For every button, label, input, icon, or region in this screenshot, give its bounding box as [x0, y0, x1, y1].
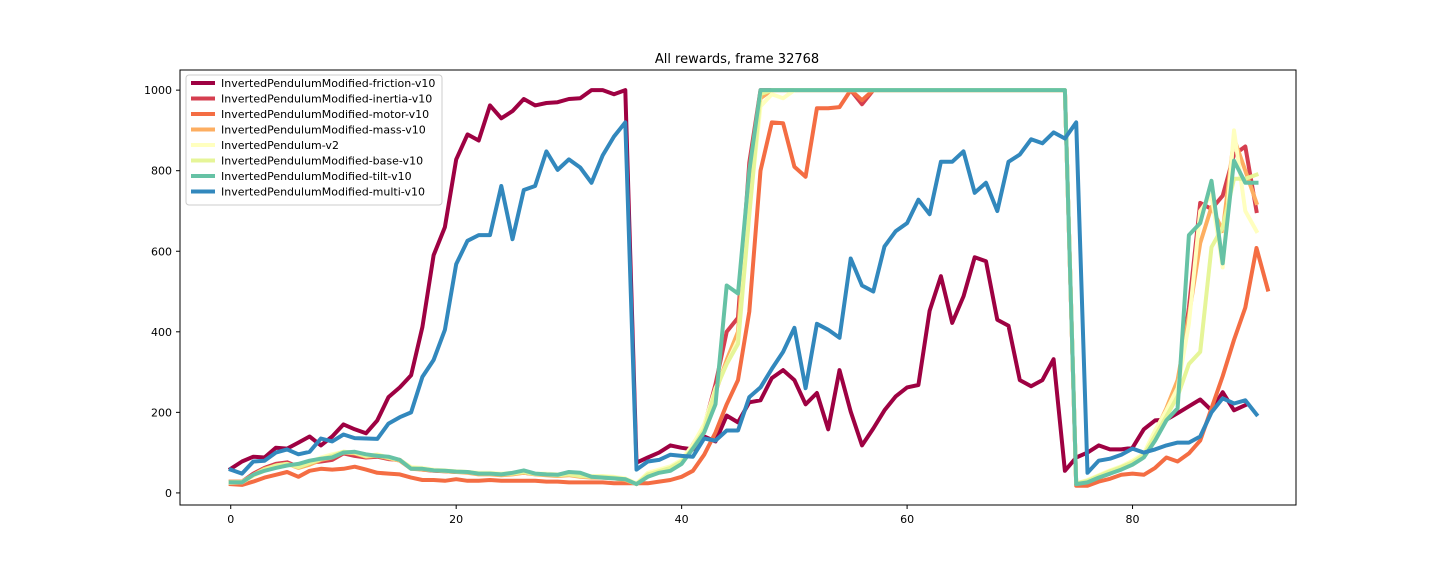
- legend-label: InvertedPendulumModified-inertia-v10: [221, 93, 432, 106]
- series-lines: [227, 88, 1271, 488]
- chart-title: All rewards, frame 32768: [655, 52, 819, 67]
- plot-frame: [179, 69, 1297, 506]
- plot-area: [227, 88, 1271, 488]
- legend-label: InvertedPendulumModified-tilt-v10: [221, 170, 412, 183]
- y-tick-label: 200: [151, 406, 172, 419]
- y-tick-label: 800: [151, 165, 172, 178]
- y-tick-label: 400: [151, 326, 172, 339]
- legend-box: [185, 74, 443, 206]
- x-tick-label: 20: [449, 513, 463, 526]
- y-tick-label: 0: [165, 487, 172, 500]
- series-line-7: [228, 88, 1259, 487]
- x-tick-label: 60: [900, 513, 914, 526]
- x-tick-label: 40: [675, 513, 689, 526]
- legend-label: InvertedPendulumModified-mass-v10: [221, 124, 426, 137]
- x-tick-label: 0: [227, 513, 234, 526]
- legend-label: InvertedPendulumModified-multi-v10: [221, 186, 425, 199]
- x-tick-label: 80: [1126, 513, 1140, 526]
- legend: InvertedPendulumModified-friction-v10 Inv…: [185, 74, 443, 206]
- series-line-3: [228, 88, 1271, 488]
- series-line-8: [228, 120, 1260, 476]
- legend-label: InvertedPendulumModified-base-v10: [221, 155, 423, 168]
- legend-label: InvertedPendulumModified-friction-v10: [221, 77, 435, 90]
- legend-label: InvertedPendulumModified-motor-v10: [221, 108, 429, 121]
- y-tick-label: 600: [151, 245, 172, 258]
- y-tick-label: 1000: [144, 84, 172, 97]
- legend-label: InvertedPendulum-v2: [221, 139, 339, 152]
